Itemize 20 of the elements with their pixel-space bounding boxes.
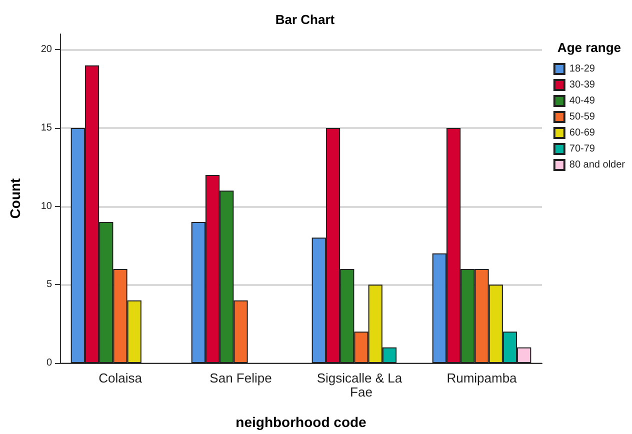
legend-label: 18-29 bbox=[569, 64, 596, 74]
x-axis-title: neighborhood code bbox=[236, 414, 367, 430]
y-tick-label: 10 bbox=[40, 200, 52, 212]
legend-label: 80 and older bbox=[569, 160, 626, 170]
x-tick-label: Colaisa bbox=[98, 370, 143, 386]
x-tick-label: Sigsicalle & La Fae bbox=[316, 370, 406, 400]
legend-title: Age range bbox=[557, 40, 622, 55]
x-tick-label: Rumipamba bbox=[446, 370, 518, 386]
y-axis-title: Count bbox=[7, 178, 23, 219]
legend-label: 60-69 bbox=[569, 128, 596, 138]
legend-label: 30-39 bbox=[569, 80, 596, 90]
legend-label: 70-79 bbox=[569, 144, 596, 154]
legend-label: 40-49 bbox=[569, 96, 596, 106]
x-tick-label: San Felipe bbox=[210, 370, 272, 386]
y-tick-label: 0 bbox=[46, 358, 52, 368]
y-tick-label: 20 bbox=[40, 44, 52, 56]
y-tick-label: 15 bbox=[40, 122, 52, 134]
legend-label: 50-59 bbox=[569, 112, 596, 122]
chart-title: Bar Chart bbox=[275, 12, 336, 27]
y-tick-label: 5 bbox=[46, 279, 52, 290]
